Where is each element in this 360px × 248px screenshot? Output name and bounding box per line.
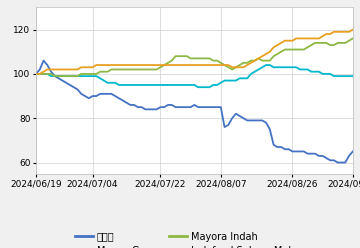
Line: 빙그레: 빙그레: [36, 61, 353, 162]
Indofood Sukses Makmur: [128, 63, 132, 66]
Masan Group: [87, 75, 91, 78]
Line: Mayora Indah: Mayora Indah: [36, 38, 353, 76]
Line: Masan Group: Masan Group: [36, 65, 353, 87]
빙그레: [41, 59, 46, 62]
빙그레: [34, 72, 38, 75]
Mayora Indah: [34, 72, 38, 75]
빙그레: [336, 161, 340, 164]
빙그레: [136, 106, 140, 109]
Masan Group: [132, 84, 136, 87]
Line: Indofood Sukses Makmur: Indofood Sukses Makmur: [36, 30, 353, 74]
Mayora Indah: [132, 68, 136, 71]
Masan Group: [196, 86, 200, 89]
Mayora Indah: [53, 75, 57, 78]
Indofood Sukses Makmur: [351, 28, 355, 31]
Mayora Indah: [136, 68, 140, 71]
Masan Group: [34, 72, 38, 75]
Indofood Sukses Makmur: [192, 63, 197, 66]
Masan Group: [143, 84, 148, 87]
Masan Group: [192, 84, 197, 87]
Legend: 빙그레, Masan Group, Mayora Indah, Indofood Sukses Makmur: 빙그레, Masan Group, Mayora Indah, Indofood…: [76, 232, 313, 248]
Mayora Indah: [196, 57, 200, 60]
Mayora Indah: [147, 68, 151, 71]
빙그레: [147, 108, 151, 111]
빙그레: [196, 106, 200, 109]
Masan Group: [264, 63, 268, 66]
Mayora Indah: [90, 72, 95, 75]
Indofood Sukses Makmur: [87, 66, 91, 69]
Masan Group: [339, 75, 344, 78]
Masan Group: [128, 84, 132, 87]
Indofood Sukses Makmur: [143, 63, 148, 66]
Mayora Indah: [351, 37, 355, 40]
빙그레: [339, 161, 344, 164]
Indofood Sukses Makmur: [332, 30, 336, 33]
Indofood Sukses Makmur: [34, 72, 38, 75]
빙그레: [132, 103, 136, 106]
Masan Group: [351, 75, 355, 78]
빙그레: [90, 94, 95, 97]
Mayora Indah: [336, 41, 340, 44]
빙그레: [351, 150, 355, 153]
Indofood Sukses Makmur: [132, 63, 136, 66]
